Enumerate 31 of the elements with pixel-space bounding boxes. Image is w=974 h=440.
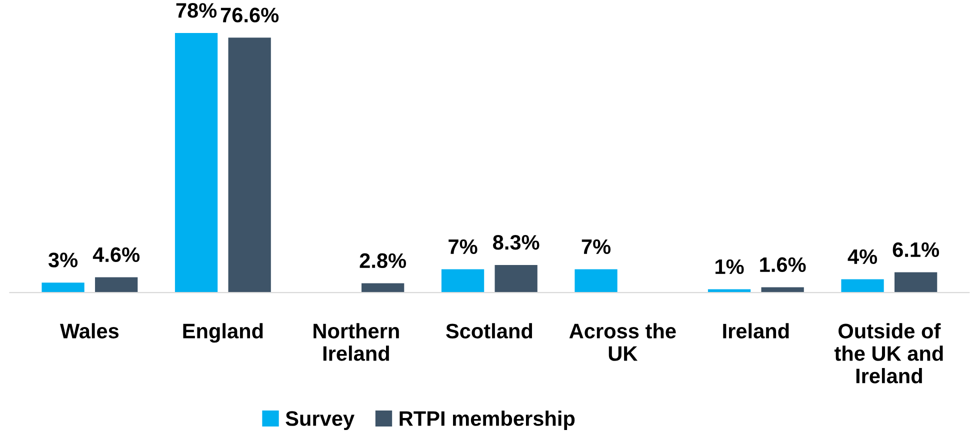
- bar: [42, 282, 84, 293]
- data-label: 6.1%: [892, 242, 940, 258]
- data-label: 4.6%: [92, 247, 140, 262]
- x-tick-label: Wales: [60, 323, 119, 338]
- data-label: 7%: [448, 239, 478, 254]
- data-label: 8.3%: [493, 234, 540, 250]
- bar: [894, 272, 938, 293]
- bar: [574, 269, 618, 293]
- bar: [95, 277, 138, 293]
- x-tick-label: Scotland: [446, 323, 532, 338]
- bar: [441, 269, 484, 293]
- data-label: 2.8%: [360, 253, 406, 268]
- data-label: 7%: [582, 239, 611, 254]
- bar: [174, 33, 218, 293]
- x-tick-label: Across the UK: [569, 323, 676, 361]
- data-label: 78%: [176, 3, 217, 18]
- x-tick-label: England: [183, 323, 263, 343]
- data-label: 3%: [48, 252, 78, 268]
- x-tick-label: Outside of the UK and Ireland: [834, 323, 943, 384]
- bar: [841, 279, 884, 293]
- data-label: 4%: [848, 249, 878, 264]
- bar: [228, 38, 271, 293]
- data-label: 1%: [716, 259, 744, 274]
- data-label: 76.6%: [220, 8, 279, 22]
- bar: [362, 283, 404, 293]
- data-label: 1.6%: [760, 257, 806, 272]
- x-tick-label: Northern Ireland: [314, 323, 399, 361]
- legend-label: RTPI membership: [400, 410, 575, 430]
- bar: [494, 264, 538, 293]
- x-tick-label: Ireland: [723, 323, 789, 338]
- legend-label: Survey: [286, 411, 354, 430]
